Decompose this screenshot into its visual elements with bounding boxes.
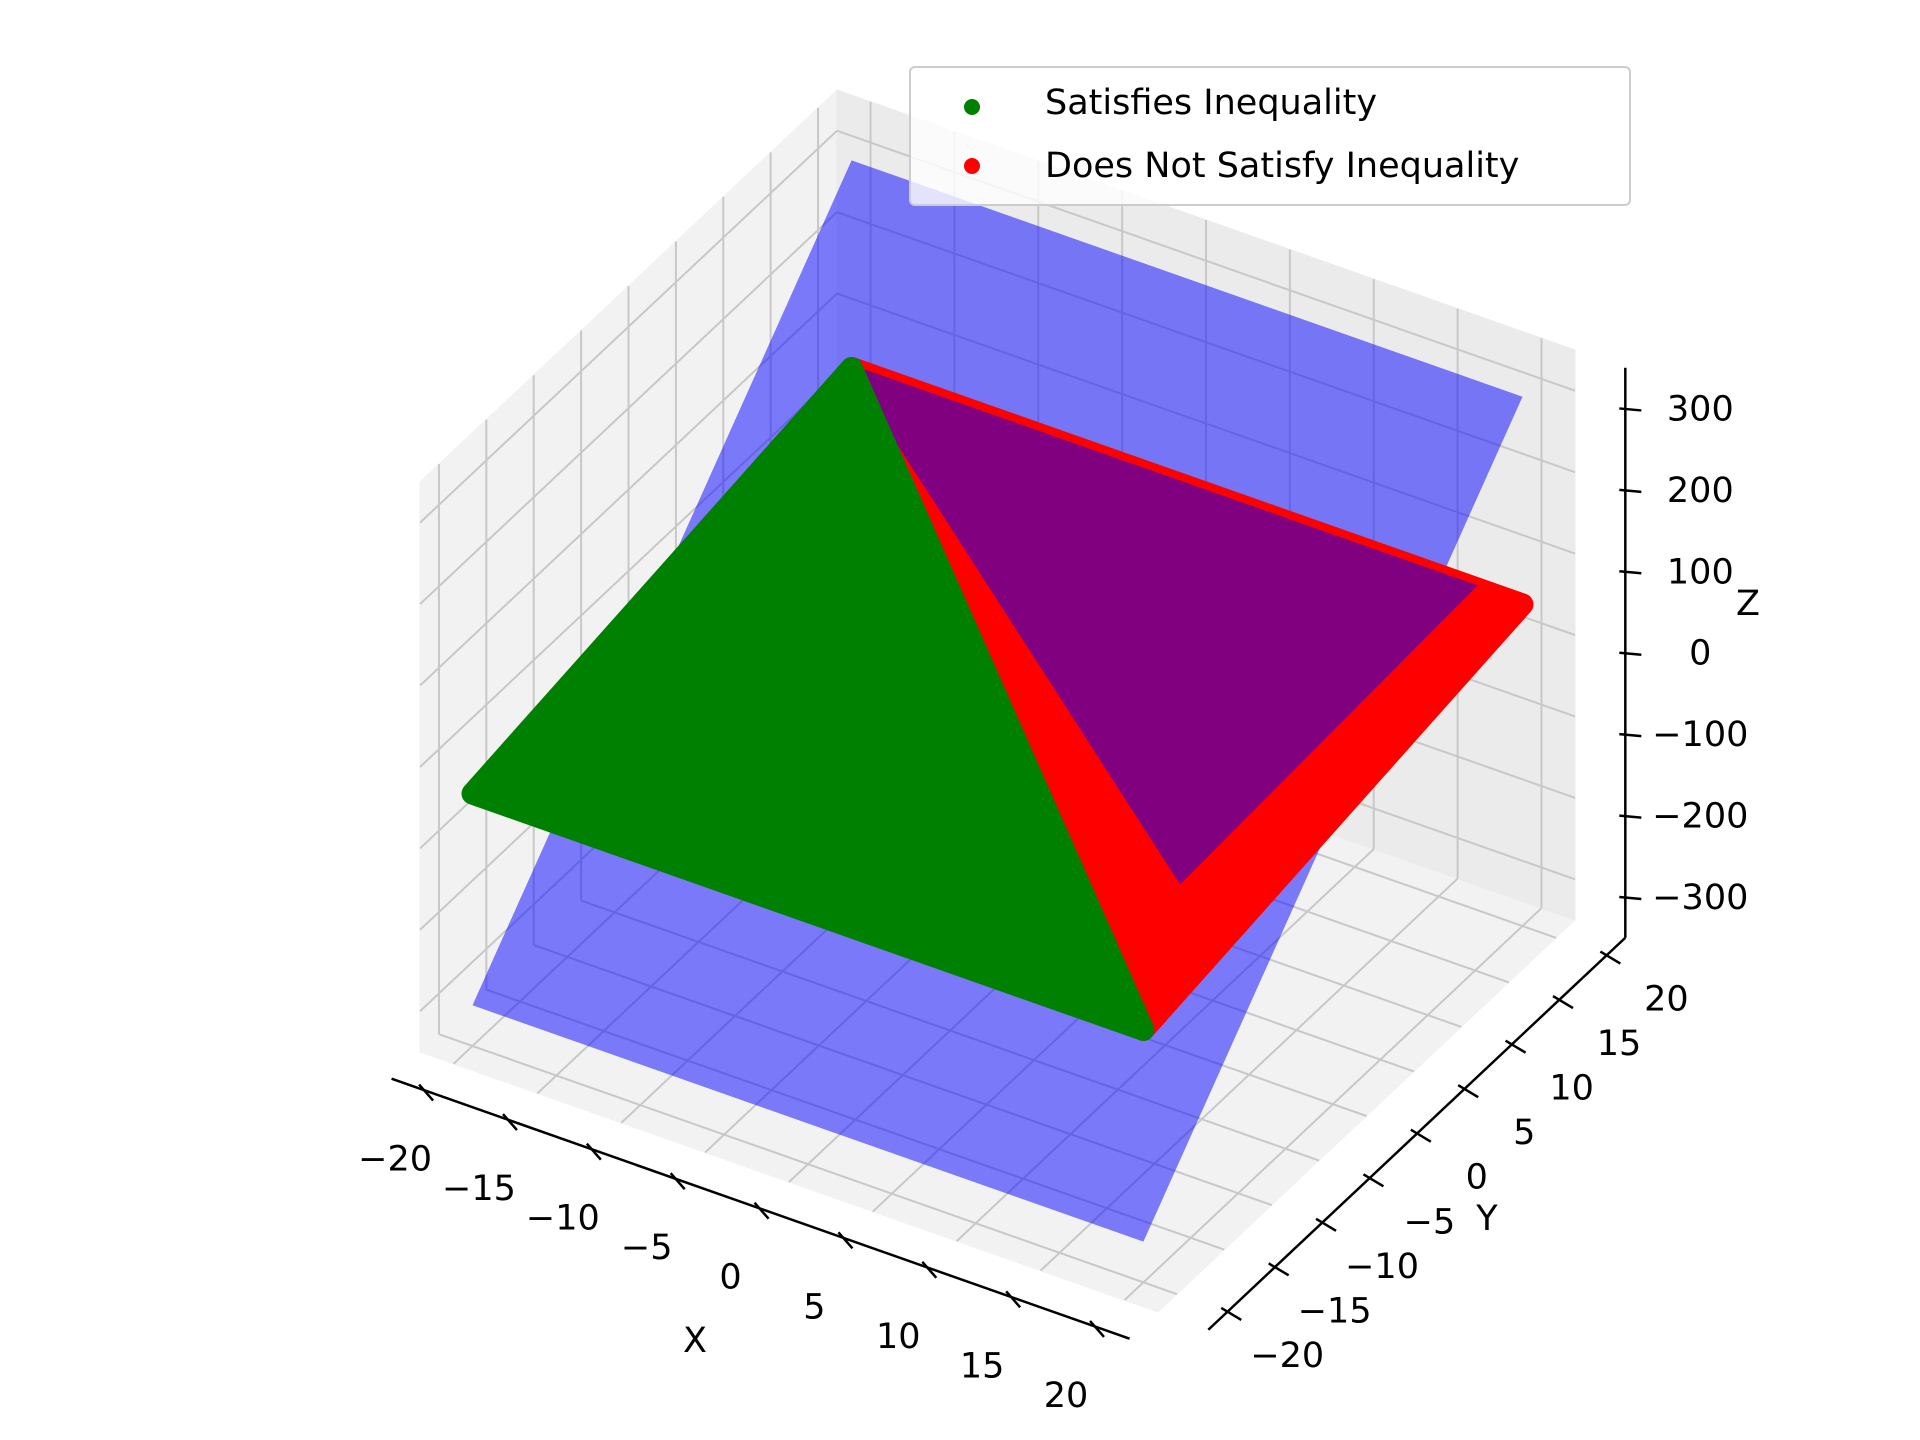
z-tick-mark <box>1619 407 1642 412</box>
legend-marker-satisfies <box>964 99 980 115</box>
x-tick-label: −20 <box>358 1140 432 1180</box>
y-tick-label: 20 <box>1644 980 1689 1020</box>
grid-line-z-left <box>419 129 838 524</box>
z-tick-mark <box>1619 814 1642 819</box>
legend-marker-not-satisfies <box>964 158 980 174</box>
x-tick-label: 15 <box>960 1346 1005 1386</box>
y-tick-mark <box>1504 1039 1527 1054</box>
x-tick-label: −5 <box>621 1228 673 1268</box>
z-tick-label: 0 <box>1689 634 1711 674</box>
z-tick-label: 100 <box>1667 552 1734 592</box>
x-tick-mark <box>921 1260 938 1279</box>
y-tick-label: 15 <box>1597 1024 1642 1064</box>
z-tick-mark <box>1619 488 1642 494</box>
x-tick-mark <box>753 1201 770 1220</box>
z-tick-mark <box>1619 732 1642 738</box>
y-tick-label: −10 <box>1345 1247 1419 1287</box>
y-tick-mark <box>1268 1262 1290 1277</box>
z-tick-label: −100 <box>1652 715 1748 755</box>
y-tick-label: 5 <box>1513 1113 1535 1153</box>
grid-line-z-left <box>419 211 838 605</box>
y-tick-mark <box>1410 1128 1432 1143</box>
y-tick-mark <box>1315 1217 1337 1232</box>
x-tick-label: −15 <box>442 1169 516 1209</box>
y-tick-label: −5 <box>1404 1202 1456 1242</box>
x-tick-label: −10 <box>526 1199 600 1239</box>
region-overlap <box>844 362 1478 885</box>
legend-label-not-satisfies: Does Not Satisfy Inequality <box>1045 146 1519 186</box>
grid-line-y-floor <box>438 1033 1178 1296</box>
y-tick-label: −20 <box>1250 1336 1324 1376</box>
y-tick-label: −15 <box>1298 1291 1372 1331</box>
y-tick-mark <box>1362 1173 1385 1188</box>
y-tick-mark <box>1599 950 1622 965</box>
x-tick-mark <box>1005 1290 1022 1309</box>
y-tick-label: 0 <box>1466 1158 1488 1198</box>
x-tick-mark <box>502 1113 518 1131</box>
x-tick-label: 20 <box>1044 1376 1089 1416</box>
z-tick-mark <box>1619 570 1642 575</box>
x-tick-mark <box>837 1231 854 1250</box>
y-axis-label: Y <box>1475 1199 1498 1239</box>
region-satisfies <box>461 356 1155 1041</box>
legend: Satisfies Inequality Does Not Satisfy In… <box>909 66 1631 206</box>
x-tick-label: 10 <box>876 1317 921 1357</box>
x-tick-mark <box>585 1142 602 1161</box>
data-regions <box>461 356 1534 1041</box>
z-tick-label: −300 <box>1652 878 1748 918</box>
legend-label-satisfies: Satisfies Inequality <box>1045 83 1377 123</box>
x-tick-mark <box>418 1083 435 1102</box>
tick-labels: −20−15−10−505101520−20−15−10−505101520−3… <box>358 389 1748 1415</box>
y-tick-label: 10 <box>1549 1069 1594 1109</box>
x-tick-label: 5 <box>803 1287 825 1327</box>
x-axis-label: X <box>683 1321 707 1361</box>
z-tick-label: 300 <box>1667 389 1734 429</box>
z-tick-mark <box>1619 651 1642 656</box>
y-tick-mark <box>1220 1306 1242 1321</box>
z-axis-label: Z <box>1736 584 1760 624</box>
x-tick-label: 0 <box>719 1258 741 1298</box>
z-tick-label: 200 <box>1667 471 1734 511</box>
y-tick-mark <box>1457 1084 1479 1099</box>
x-tick-mark <box>669 1172 686 1191</box>
legend-frame <box>909 66 1631 206</box>
z-tick-label: −200 <box>1652 797 1748 837</box>
z-tick-mark <box>1619 895 1642 901</box>
y-tick-mark <box>1552 995 1574 1010</box>
x-tick-mark <box>1089 1320 1105 1338</box>
